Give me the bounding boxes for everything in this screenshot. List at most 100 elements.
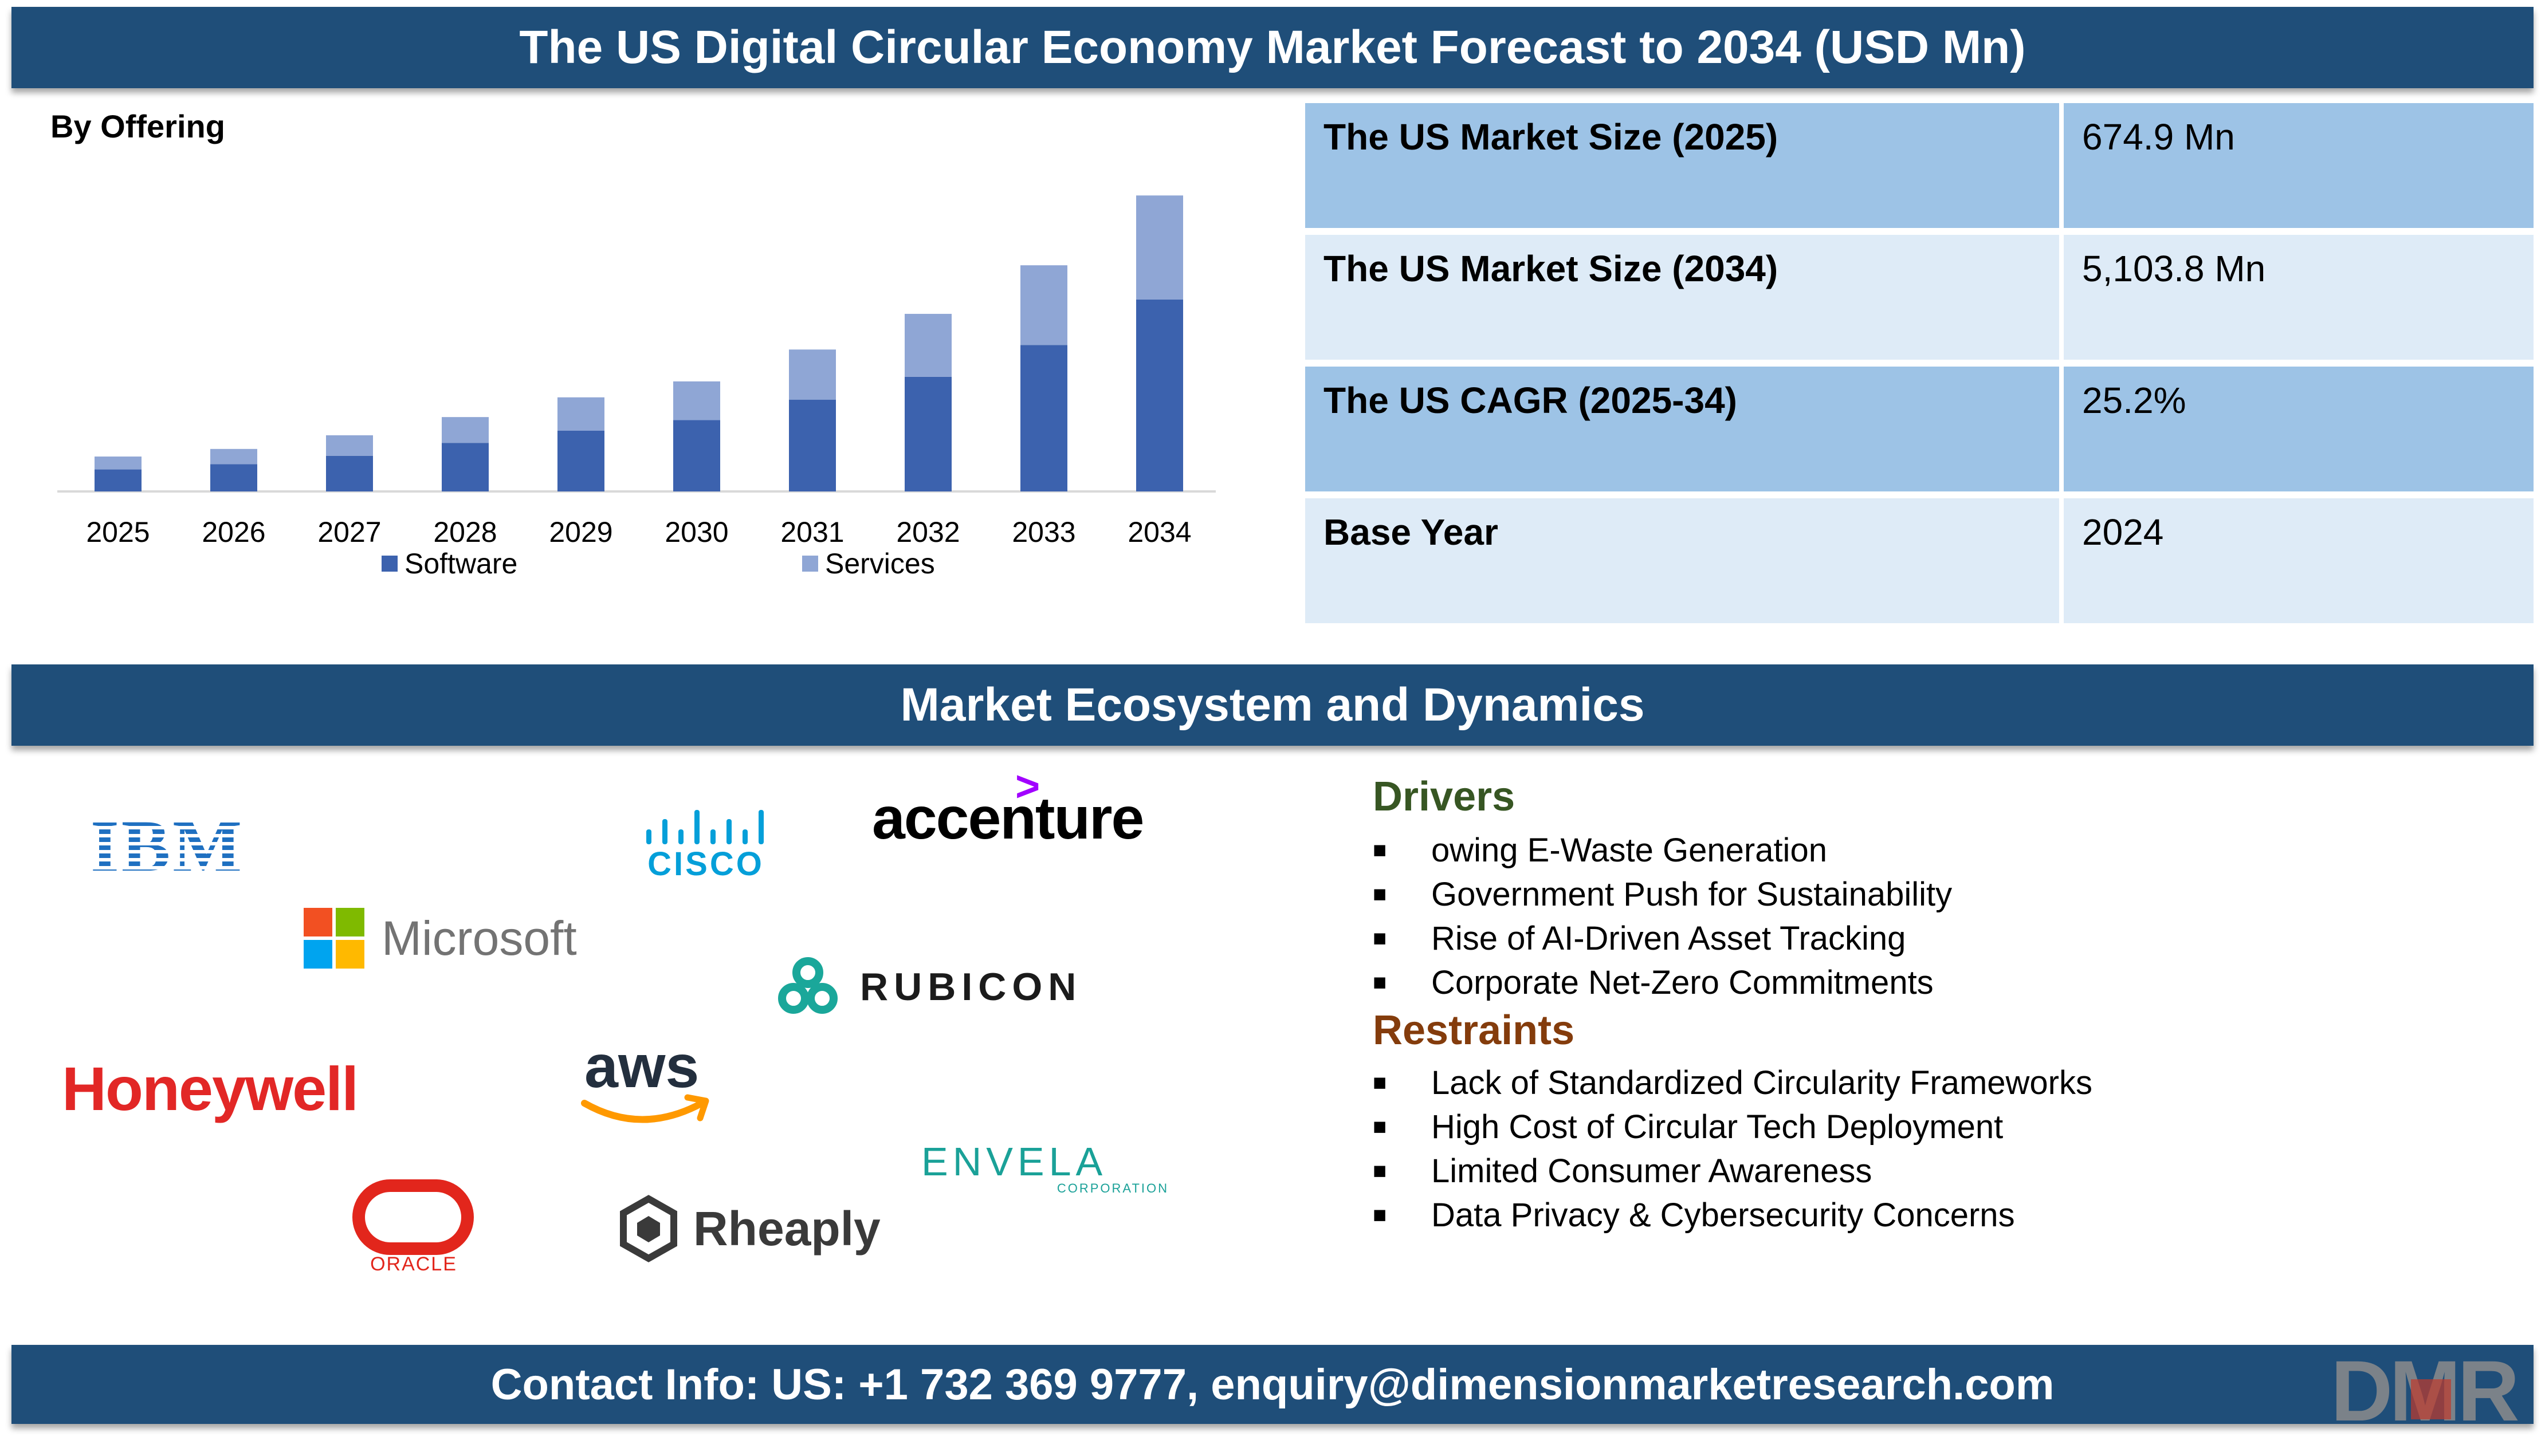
svg-text:IBM: IBM — [91, 813, 244, 876]
svg-text:ENVELA: ENVELA — [921, 1141, 1107, 1184]
legend-swatch-software — [382, 556, 398, 572]
stats-table: The US Market Size (2025) 674.9 Mn The U… — [1305, 103, 2534, 630]
rheaply-logo: Rheaply — [614, 1194, 881, 1263]
restraints-heading: Restraints — [1373, 1008, 1575, 1053]
svg-text:CORPORATION: CORPORATION — [1057, 1181, 1169, 1195]
cisco-logo: CISCO — [642, 802, 779, 885]
list-item: ■ Rise of AI-Driven Asset Tracking — [1373, 916, 1952, 961]
bar-services-2028 — [442, 417, 489, 443]
stat-value: 25.2% — [2064, 367, 2534, 491]
legend-item-services: Services — [802, 547, 935, 580]
drivers-heading: Drivers — [1373, 774, 1515, 820]
drivers-list: ■ owing E-Waste Generation ■ Government Pu… — [1373, 828, 1952, 1005]
stacked-bar-chart: 2025 2026 2027 2028 2029 2030 2031 2032 2033 2034 — [57, 195, 1216, 548]
list-item: ■ Limited Consumer Awareness — [1373, 1149, 2092, 1193]
bar-software-2031 — [789, 399, 836, 491]
bar-software-2029 — [557, 431, 604, 491]
restraints-list: ■ Lack of Standardized Circularity Framew… — [1373, 1061, 2092, 1237]
svg-text:ORACLE: ORACLE — [370, 1253, 457, 1275]
bullet-icon: ■ — [1373, 882, 1387, 907]
x-tick-label: 2033 — [1012, 516, 1075, 548]
rheaply-hexagon-icon — [620, 1195, 677, 1262]
bar-software-2026 — [210, 464, 257, 491]
x-tick-label: 2028 — [433, 516, 497, 548]
svg-text:aws: aws — [584, 1036, 699, 1100]
bar-services-2030 — [673, 381, 720, 420]
rubicon-logo: RUBICON — [776, 955, 1082, 1018]
x-tick-label: 2026 — [202, 516, 265, 548]
stat-row: The US Market Size (2025) 674.9 Mn — [1305, 103, 2534, 228]
bar-software-2025 — [95, 469, 142, 491]
stat-label: Base Year — [1305, 498, 2059, 623]
stat-label: The US Market Size (2025) — [1305, 103, 2059, 228]
legend-label-software: Software — [404, 548, 518, 580]
x-tick-label: 2029 — [549, 516, 612, 548]
stat-value: 5,103.8 Mn — [2064, 235, 2534, 360]
microsoft-wordmark: Microsoft — [382, 911, 577, 965]
accenture-logo: > accenture — [872, 762, 1144, 853]
dmr-logo: DMR — [2325, 1343, 2543, 1439]
microsoft-windows-icon — [304, 908, 364, 969]
list-item: ■ Data Privacy & Cybersecurity Concerns — [1373, 1193, 2092, 1237]
bar-services-2031 — [789, 349, 836, 400]
x-tick-label: 2032 — [896, 516, 960, 548]
list-item: ■ Corporate Net-Zero Commitments — [1373, 961, 1952, 1005]
list-item: ■ High Cost of Circular Tech Deployment — [1373, 1105, 2092, 1149]
legend-item-software: Software — [382, 547, 517, 580]
bar-services-2025 — [95, 457, 142, 470]
bar-services-2033 — [1020, 265, 1067, 345]
bar-services-2026 — [210, 448, 257, 465]
list-item: ■ owing E-Waste Generation — [1373, 828, 1952, 872]
stat-value: 2024 — [2064, 498, 2534, 623]
page-title-banner: The US Digital Circular Economy Market F… — [11, 7, 2534, 88]
legend-label-services: Services — [825, 548, 935, 580]
bullet-icon: ■ — [1373, 837, 1387, 863]
x-tick-label: 2025 — [86, 516, 150, 548]
bullet-icon: ■ — [1373, 1158, 1387, 1183]
ibm-logo: IBM — [91, 805, 251, 887]
legend-swatch-services — [802, 556, 818, 572]
x-tick-label: 2034 — [1128, 516, 1191, 548]
bullet-icon: ■ — [1373, 926, 1387, 951]
x-tick-label: 2030 — [665, 516, 728, 548]
bar-software-2027 — [326, 455, 373, 491]
bar-services-2029 — [557, 397, 604, 431]
microsoft-logo: Microsoft — [304, 908, 577, 969]
page-title: The US Digital Circular Economy Market F… — [519, 21, 2026, 73]
bullet-icon: ■ — [1373, 1202, 1387, 1227]
bullet-icon: ■ — [1373, 1114, 1387, 1139]
contact-banner: Contact Info: US: +1 732 369 9777, enqui… — [11, 1345, 2534, 1424]
accenture-wordmark: accenture — [872, 785, 1144, 852]
bar-services-2034 — [1136, 195, 1183, 300]
envela-logo: ENVELA CORPORATION — [921, 1139, 1173, 1201]
bar-software-2032 — [905, 376, 952, 491]
ecosystem-title: Market Ecosystem and Dynamics — [900, 679, 1645, 731]
bar-software-2033 — [1020, 345, 1067, 491]
bullet-icon: ■ — [1373, 1070, 1387, 1095]
honeywell-logo: Honeywell — [62, 1054, 359, 1123]
rubicon-icon — [778, 957, 838, 1014]
bar-software-2028 — [442, 443, 489, 491]
bar-services-2032 — [905, 313, 952, 377]
x-tick-label: 2031 — [780, 516, 844, 548]
list-item: ■ Lack of Standardized Circularity Framew… — [1373, 1061, 2092, 1105]
stat-row: The US CAGR (2025-34) 25.2% — [1305, 367, 2534, 491]
stat-label: The US Market Size (2034) — [1305, 235, 2059, 360]
bar-services-2027 — [326, 435, 373, 456]
oracle-logo: ORACLE — [351, 1179, 477, 1279]
bar-software-2034 — [1136, 299, 1183, 491]
svg-text:CISCO: CISCO — [647, 845, 764, 882]
bar-software-2030 — [673, 420, 720, 491]
rubicon-wordmark: RUBICON — [860, 965, 1082, 1009]
list-item: ■ Government Push for Sustainability — [1373, 872, 1952, 916]
rheaply-wordmark: Rheaply — [693, 1201, 881, 1256]
accenture-arrow-icon: > — [1015, 762, 1040, 810]
stat-label: The US CAGR (2025-34) — [1305, 367, 2059, 491]
stat-row: The US Market Size (2034) 5,103.8 Mn — [1305, 235, 2534, 360]
x-tick-label: 2027 — [317, 516, 381, 548]
bullet-icon: ■ — [1373, 970, 1387, 995]
aws-logo: aws — [579, 1033, 716, 1142]
ecosystem-banner: Market Ecosystem and Dynamics — [11, 664, 2534, 746]
contact-info: Contact Info: US: +1 732 369 9777, enqui… — [490, 1360, 2055, 1409]
chart-subtitle: By Offering — [50, 108, 225, 144]
